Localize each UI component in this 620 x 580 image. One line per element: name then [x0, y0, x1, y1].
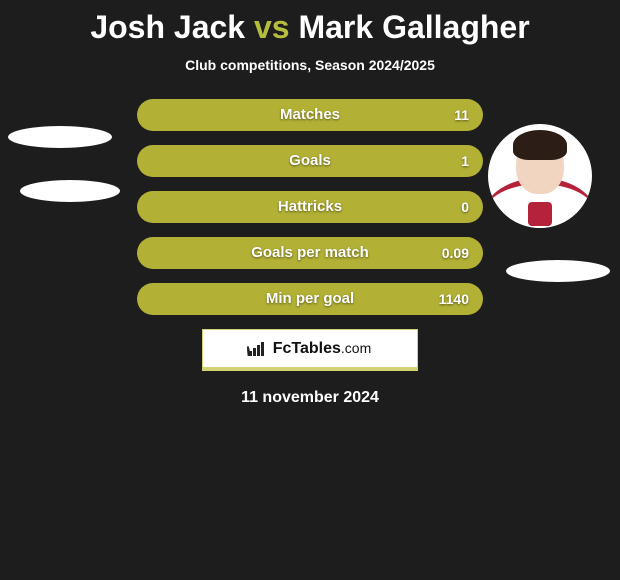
- comparison-title: Josh Jack vs Mark Gallagher: [0, 0, 620, 45]
- stat-label: Hattricks: [137, 191, 483, 223]
- brand-name: FcTables: [273, 340, 341, 357]
- brand-domain: .com: [341, 340, 371, 356]
- brand-text: FcTables.com: [273, 340, 372, 358]
- stat-row: Goals per match 0.09: [137, 237, 483, 269]
- stat-label: Matches: [137, 99, 483, 131]
- vs-text: vs: [254, 9, 290, 45]
- stat-value-right: 0.09: [442, 237, 469, 269]
- date-text: 11 november 2024: [0, 389, 620, 407]
- chart-icon: [249, 342, 267, 356]
- stat-label: Min per goal: [137, 283, 483, 315]
- subtitle: Club competitions, Season 2024/2025: [0, 57, 620, 73]
- stats-container: Matches 11 Goals 1 Hattricks 0 Goals per…: [0, 99, 620, 315]
- stat-value-right: 11: [454, 99, 469, 131]
- brand-box[interactable]: FcTables.com: [202, 329, 418, 371]
- player1-name: Josh Jack: [90, 9, 245, 45]
- stat-row: Goals 1: [137, 145, 483, 177]
- stat-row: Matches 11: [137, 99, 483, 131]
- stat-value-right: 1: [461, 145, 469, 177]
- stat-row: Min per goal 1140: [137, 283, 483, 315]
- stat-label: Goals per match: [137, 237, 483, 269]
- stat-row: Hattricks 0: [137, 191, 483, 223]
- stat-value-right: 0: [461, 191, 469, 223]
- stat-label: Goals: [137, 145, 483, 177]
- stat-value-right: 1140: [439, 283, 469, 315]
- player2-name: Mark Gallagher: [298, 9, 529, 45]
